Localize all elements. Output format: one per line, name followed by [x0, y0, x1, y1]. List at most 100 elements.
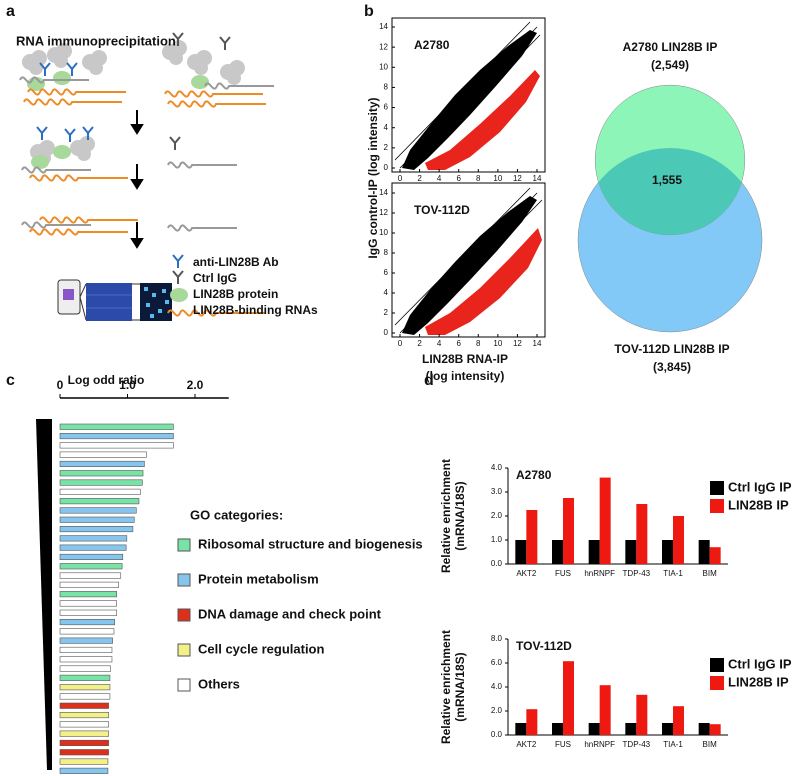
y-tick-label: 10 [379, 228, 388, 237]
bar [59, 674, 111, 681]
bar [59, 693, 111, 700]
rna [167, 161, 238, 169]
y-tick-label: 12 [379, 208, 388, 217]
antibody [219, 36, 231, 51]
x-tick-label: 0 [398, 339, 403, 348]
bar [59, 656, 113, 663]
chart-title: TOV-112D [414, 203, 470, 217]
bar [526, 510, 538, 564]
x-tick-label: TDP-43 [623, 569, 651, 578]
lin28b-protein [53, 71, 71, 85]
bar [59, 563, 123, 570]
bar [636, 504, 648, 564]
x-tick-label: 10 [493, 174, 502, 183]
bar [59, 442, 174, 449]
bar [59, 535, 128, 542]
y-tick-label: 2.0 [491, 511, 503, 520]
y-tick-label: 4.0 [491, 463, 503, 472]
bar [59, 684, 111, 691]
panel-label: d [424, 372, 434, 389]
bar [526, 709, 538, 735]
legend-swatch [177, 678, 191, 692]
y-tick-label: 14 [379, 22, 388, 31]
bar [563, 661, 574, 735]
legend-swatch [710, 676, 724, 690]
y-tick-label: 0.0 [491, 730, 503, 739]
x-tick-label: 14 [533, 339, 542, 348]
y-tick-label: 1.0 [491, 535, 503, 544]
x-tick-label: 0 [57, 378, 64, 392]
plot-frame [391, 17, 546, 173]
bar [698, 723, 710, 735]
y-tick-label: 14 [379, 188, 388, 197]
bar [59, 665, 111, 672]
y-tick-label: 6 [384, 103, 389, 112]
legend-label: Ctrl IgG IP [728, 656, 792, 671]
bar [59, 721, 109, 728]
y-tick-label: 6.0 [491, 658, 503, 667]
panel-label: a [6, 3, 15, 20]
x-tick-label: 8 [476, 339, 481, 348]
x-tick-label: BIM [703, 740, 718, 749]
rna [167, 100, 267, 108]
lin28b-protein [53, 145, 71, 159]
bar [59, 702, 109, 709]
bar [59, 423, 174, 430]
x-tick-label: TDP-43 [623, 740, 651, 749]
bar [59, 730, 109, 737]
bar [59, 451, 147, 458]
x-tick-label: 14 [533, 174, 542, 183]
x-axis-label: (log intensity) [426, 369, 505, 383]
set-count: (3,845) [653, 360, 691, 374]
x-tick-label: FUS [555, 740, 571, 749]
y-tick-label: 0 [384, 328, 389, 337]
bar [59, 758, 109, 765]
x-tick-label: 2 [417, 339, 422, 348]
legend-label: Others [198, 676, 240, 691]
legend-icon [172, 254, 184, 269]
set-name: A2780 LIN28B IP [623, 40, 718, 54]
x-tick-label: 4 [437, 174, 442, 183]
y-tick-label: 12 [379, 42, 388, 51]
bar [59, 460, 145, 468]
legend-icon [170, 288, 188, 302]
scatter-cloud [394, 21, 543, 335]
legend-swatch [710, 481, 724, 495]
legend-label: DNA damage and check point [198, 606, 382, 621]
legend-swatch [710, 499, 724, 513]
bar [636, 694, 648, 735]
x-tick-label: TIA-1 [663, 740, 683, 749]
bar [625, 723, 637, 735]
x-tick-label: AKT2 [516, 569, 537, 578]
bar [515, 723, 527, 735]
x-tick-label: AKT2 [516, 740, 537, 749]
lin28b-protein [191, 75, 209, 89]
y-tick-label: 2 [384, 308, 389, 317]
legend-swatch [710, 658, 724, 672]
panel-a-title: RNA immunoprecipitation [16, 33, 176, 48]
y-tick-label: 4.0 [491, 682, 503, 691]
set-name: TOV-112D LIN28B IP [614, 342, 729, 356]
legend-title: GO categories: [190, 507, 283, 522]
legend-label: Ctrl IgG IP [728, 479, 792, 494]
rna [23, 98, 123, 106]
x-tick-label: 6 [456, 174, 461, 183]
protein-complex [70, 136, 95, 161]
x-tick-label: 4 [437, 339, 442, 348]
rna [29, 228, 129, 236]
y-axis-label: Relative enrichment [439, 630, 453, 744]
protein-complex [82, 50, 107, 75]
bar [599, 477, 611, 564]
rank-wedge [36, 419, 52, 770]
rna [21, 221, 92, 229]
rip-cartoon [19, 32, 275, 321]
bar [662, 540, 673, 564]
y-tick-label: 8 [384, 83, 389, 92]
bar [59, 711, 109, 719]
legend-label: anti-LIN28B Ab [193, 255, 279, 269]
bar [59, 544, 127, 551]
bar [59, 525, 134, 533]
bar [59, 600, 118, 607]
protein-complex [220, 60, 245, 85]
x-tick-label: 10 [493, 339, 502, 348]
